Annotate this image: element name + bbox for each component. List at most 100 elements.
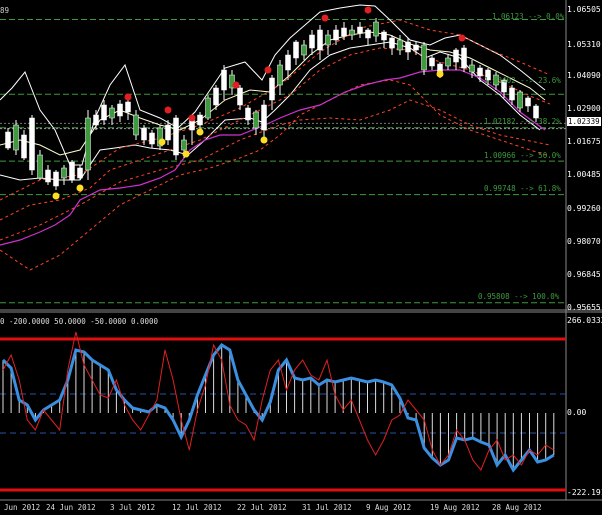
candle-body (221, 69, 227, 91)
candle-body (21, 134, 27, 159)
candle-body (237, 87, 243, 106)
candle-body (341, 27, 347, 37)
fractal-down-dot (76, 184, 84, 192)
date-axis-label: 12 Jul 2012 (172, 503, 222, 512)
fractal-down-dot (260, 136, 268, 144)
envelope-line (0, 99, 551, 241)
fractal-up-dot (264, 66, 272, 74)
candle-body (333, 29, 339, 41)
bollinger-upper-band (0, 4, 546, 166)
indicator-axis-label: 266.0332 (567, 316, 602, 325)
price-axis-label: 0.98070 (567, 237, 601, 246)
candle-body (93, 114, 99, 126)
candle-body (317, 29, 323, 51)
candle-body (45, 169, 51, 183)
fibo-level-label: 0.99748 --> 61.8% (484, 184, 561, 193)
fractal-down-dot (182, 150, 190, 158)
candle-body (245, 107, 251, 121)
candle-body (229, 74, 235, 89)
date-axis-label: 24 Jun 2012 (46, 503, 96, 512)
candle-body (309, 34, 315, 49)
candle-body (493, 74, 499, 86)
candle-body (133, 114, 139, 136)
candle-body (517, 91, 523, 109)
candle-body (533, 105, 539, 119)
fibo-level-label: 1.02182 --> 38.2% (484, 117, 561, 126)
candle-body (277, 64, 283, 86)
candle-body (253, 111, 259, 129)
candle-body (285, 54, 291, 71)
candle-body (77, 167, 83, 179)
candle-body (525, 97, 531, 107)
candle-body (141, 127, 147, 141)
candle-body (261, 104, 267, 131)
candle-body (501, 79, 507, 93)
fractal-down-dot (158, 138, 166, 146)
candle-body (397, 39, 403, 51)
candle-body (293, 41, 299, 59)
candle-body (453, 49, 459, 63)
fractal-up-dot (364, 6, 372, 14)
fibo-level-label: 1.03402 --> 23.6% (484, 76, 561, 85)
candle-body (157, 127, 163, 147)
cci-signal-line (2, 331, 555, 471)
candle-body (405, 41, 411, 53)
candle-body (349, 29, 355, 36)
candle-body (117, 103, 123, 117)
date-axis-label: 9 Aug 2012 (366, 503, 412, 512)
price-axis-label: 0.95655 (567, 303, 601, 312)
date-axis-label: 19 Aug 2012 (430, 503, 480, 512)
date-axis-label: 3 Jul 2012 (110, 503, 156, 512)
fractal-up-dot (164, 106, 172, 114)
date-axis-label: 22 Jul 2012 (237, 503, 287, 512)
candle-body (485, 69, 491, 81)
candle-body (461, 47, 467, 69)
indicator-title: 0 -200.0000 50.0000 -50.0000 0.0000 (0, 317, 159, 326)
candle-body (149, 132, 155, 145)
price-axis-label: 0.99260 (567, 204, 601, 213)
fibo-level-label: 0.95808 --> 100.0% (478, 292, 560, 301)
indicator-axis-label: -222.1912 (567, 488, 602, 497)
fractal-down-dot (196, 128, 204, 136)
candle-body (357, 26, 363, 34)
candle-body (101, 104, 107, 121)
candle-body (445, 57, 451, 67)
candle-body (509, 87, 515, 101)
fractal-up-dot (458, 34, 466, 42)
moving-average-line (0, 69, 546, 246)
fractal-up-dot (188, 114, 196, 122)
candle-body (109, 107, 115, 119)
candle-body (325, 34, 331, 46)
envelope-line (0, 47, 551, 221)
candle-body (373, 21, 379, 37)
price-axis-label: 1.01675 (567, 137, 601, 146)
date-axis-label: 31 Jul 2012 (302, 503, 352, 512)
candle-body (477, 67, 483, 77)
fibo-level-label: 1.00966 --> 50.0% (484, 151, 561, 160)
cci-line (1, 343, 555, 473)
price-axis-label: 1.05310 (567, 40, 601, 49)
candle-body (469, 64, 475, 73)
price-axis-label: 1.00485 (567, 170, 601, 179)
date-axis-label: 28 Aug 2012 (492, 503, 542, 512)
fractal-down-dot (436, 70, 444, 78)
indicator-axis-label: 0.00 (567, 408, 587, 417)
candle-body (165, 124, 171, 141)
date-axis-label: Jun 2012 (4, 503, 41, 512)
candle-body (389, 37, 395, 49)
candle-body (205, 97, 211, 119)
chart-symbol-fragment: 89 (0, 6, 10, 15)
candle-body (37, 154, 43, 179)
candle-body (365, 29, 371, 39)
fibo-level-label: 1.06123 --> 0.0% (492, 12, 565, 21)
fractal-down-dot (52, 192, 60, 200)
price-axis-label: 1.04090 (567, 71, 601, 80)
candle-body (5, 131, 11, 149)
candle-body (197, 114, 203, 126)
bollinger-lower-band (0, 41, 541, 181)
price-axis-label: 1.02900 (567, 104, 601, 113)
candle-body (269, 77, 275, 101)
candle-body (125, 101, 131, 113)
candle-body (29, 117, 35, 171)
